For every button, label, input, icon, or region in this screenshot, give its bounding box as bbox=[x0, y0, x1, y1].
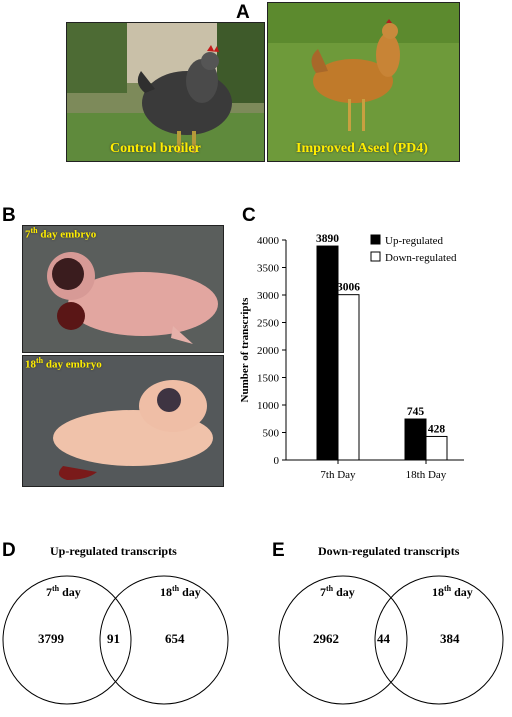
venn-e-left-day-number: 7 bbox=[320, 585, 326, 599]
photo-control-broiler bbox=[66, 22, 265, 162]
transcript-bar-chart: 0 500 1000 1500 2000 2500 3000 3500 4000 Number o… bbox=[239, 233, 464, 481]
venn-e-diagram bbox=[278, 575, 504, 705]
y-tick-label: 2500 bbox=[257, 318, 280, 330]
legend-swatch bbox=[370, 251, 381, 262]
y-tick-label: 1500 bbox=[257, 373, 280, 385]
venn-d-left-day-suffix: th bbox=[52, 584, 60, 593]
venn-d-right-circle bbox=[99, 575, 229, 705]
venn-d-left-day-text: day bbox=[59, 585, 81, 599]
venn-e-right-count: 384 bbox=[440, 631, 460, 646]
y-tick-label: 3000 bbox=[257, 290, 280, 302]
legend-label: Up-regulated bbox=[385, 235, 444, 247]
data-label: 745 bbox=[407, 406, 425, 418]
venn-d-left-day-number: 7 bbox=[46, 585, 52, 599]
venn-e-right-day-number: 18 bbox=[432, 585, 444, 599]
caption-control-broiler: Control broiler bbox=[110, 141, 201, 156]
y-tick-label: 500 bbox=[263, 428, 280, 440]
panel-label-e: E bbox=[272, 540, 285, 561]
photo-7th-day-embryo bbox=[22, 225, 224, 353]
venn-d-right-day: 18th day bbox=[160, 584, 201, 600]
improved-aseel-image bbox=[268, 3, 459, 161]
venn-e-right-day: 18th day bbox=[432, 584, 473, 600]
photo-improved-aseel bbox=[267, 2, 460, 162]
panel-label-a: A bbox=[236, 2, 250, 23]
caption-18th-suffix: th bbox=[36, 356, 44, 365]
y-tick-label: 1000 bbox=[257, 400, 280, 412]
venn-d-right-count: 654 bbox=[165, 631, 185, 646]
y-tick-label: 0 bbox=[274, 455, 280, 467]
venn-d-left-count: 3799 bbox=[38, 631, 64, 646]
venn-e-title: Down-regulated transcripts bbox=[318, 544, 460, 558]
bar-down-0 bbox=[337, 294, 360, 461]
venn-e-right-day-text: day bbox=[451, 585, 473, 599]
y-axis-label: Number of transcripts bbox=[239, 297, 251, 403]
data-label: 428 bbox=[428, 423, 446, 435]
bar-up-1 bbox=[404, 418, 427, 461]
venn-e-left-day: 7th day bbox=[320, 584, 355, 600]
caption-7th-suffix: th bbox=[30, 226, 38, 235]
legend-label: Down-regulated bbox=[385, 252, 457, 264]
venn-d-overlap-count: 91 bbox=[107, 631, 120, 646]
y-tick-label: 3500 bbox=[257, 263, 280, 275]
venn-e-right-day-suffix: th bbox=[444, 584, 452, 593]
bar-up-0 bbox=[316, 245, 339, 461]
panel-label-c: C bbox=[242, 205, 256, 226]
y-tick-label: 4000 bbox=[257, 235, 280, 247]
seventh-day-embryo-image bbox=[23, 226, 223, 352]
venn-d-left-circle bbox=[2, 575, 132, 705]
venn-e-left-circle bbox=[278, 575, 408, 705]
venn-e-right-circle bbox=[374, 575, 504, 705]
photo-18th-day-embryo bbox=[22, 355, 224, 487]
venn-e-left-day-text: day bbox=[333, 585, 355, 599]
venn-d-right-day-number: 18 bbox=[160, 585, 172, 599]
panel-label-b: B bbox=[2, 205, 16, 226]
y-tick-label: 2000 bbox=[257, 345, 280, 357]
eighteenth-day-embryo-image bbox=[23, 356, 223, 486]
x-tick-label: 18th Day bbox=[406, 469, 447, 481]
legend-swatch bbox=[370, 234, 381, 245]
caption-18th-text: day embryo bbox=[43, 358, 102, 371]
bar-down-1 bbox=[425, 435, 448, 461]
data-label: 3006 bbox=[337, 282, 360, 294]
caption-18th-day-embryo: 18th day embryo bbox=[25, 356, 102, 371]
panel-label-d: D bbox=[2, 540, 16, 561]
caption-improved-aseel: Improved Aseel (PD4) bbox=[296, 141, 428, 156]
venn-e-left-count: 2962 bbox=[313, 631, 339, 646]
caption-7th-text: day embryo bbox=[37, 228, 97, 241]
venn-d-title: Up-regulated transcripts bbox=[50, 544, 177, 558]
venn-d-left-day: 7th day bbox=[46, 584, 81, 600]
venn-e-left-day-suffix: th bbox=[326, 584, 334, 593]
venn-d-diagram bbox=[2, 575, 229, 705]
venn-d-right-day-suffix: th bbox=[172, 584, 180, 593]
venn-d-right-day-text: day bbox=[179, 585, 201, 599]
caption-7th-number: 7 bbox=[25, 228, 31, 241]
control-broiler-image bbox=[67, 23, 264, 161]
caption-18th-number: 18 bbox=[25, 358, 36, 371]
data-label: 3890 bbox=[316, 233, 339, 245]
venn-e-overlap-count: 44 bbox=[377, 631, 390, 646]
x-tick-label: 7th Day bbox=[320, 469, 356, 481]
caption-7th-day-embryo: 7th day embryo bbox=[25, 226, 96, 241]
